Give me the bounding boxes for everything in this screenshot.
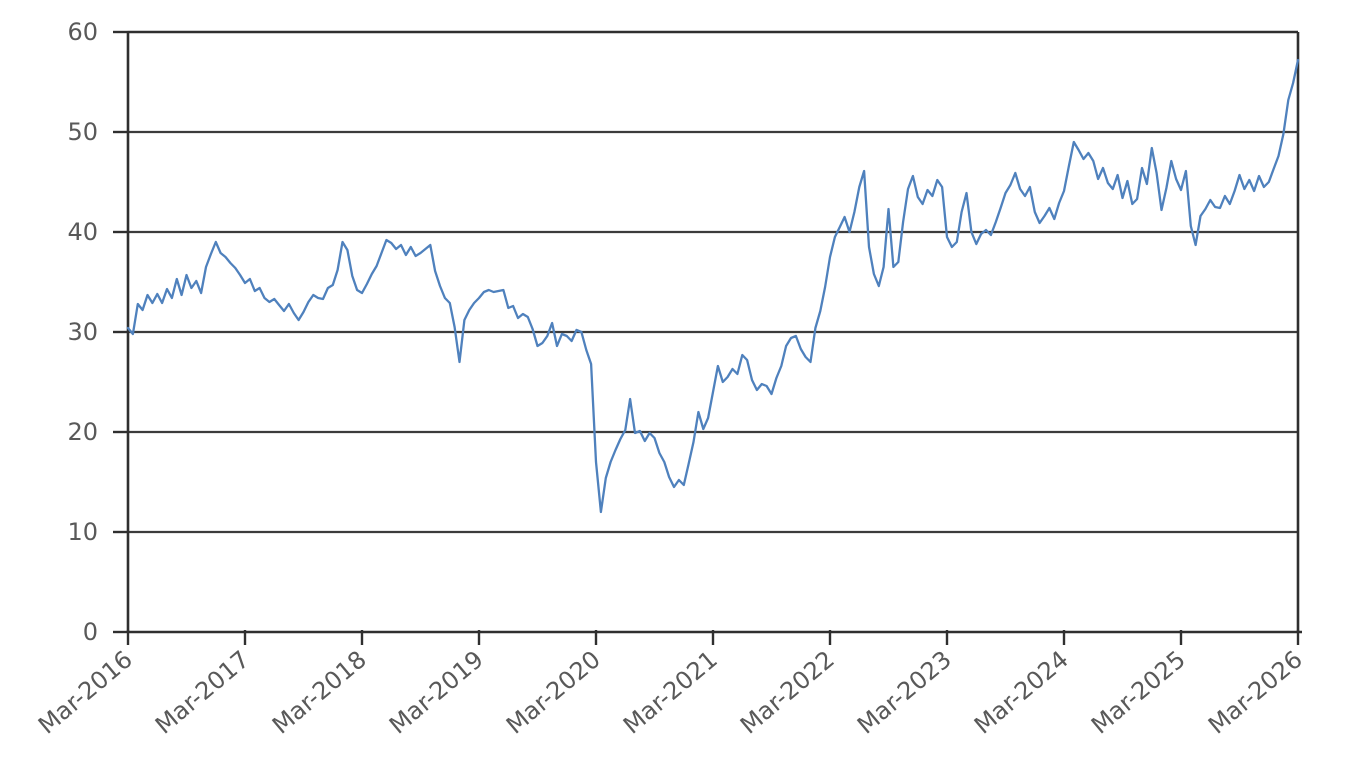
y-tick-label: 40 xyxy=(67,218,98,246)
y-tick-label: 0 xyxy=(83,618,98,646)
y-tick-label: 20 xyxy=(67,418,98,446)
y-tick-label: 30 xyxy=(67,318,98,346)
y-tick-label: 60 xyxy=(67,18,98,46)
y-tick-label: 50 xyxy=(67,118,98,146)
price-line xyxy=(126,58,1300,514)
y-tick-label: 10 xyxy=(67,518,98,546)
